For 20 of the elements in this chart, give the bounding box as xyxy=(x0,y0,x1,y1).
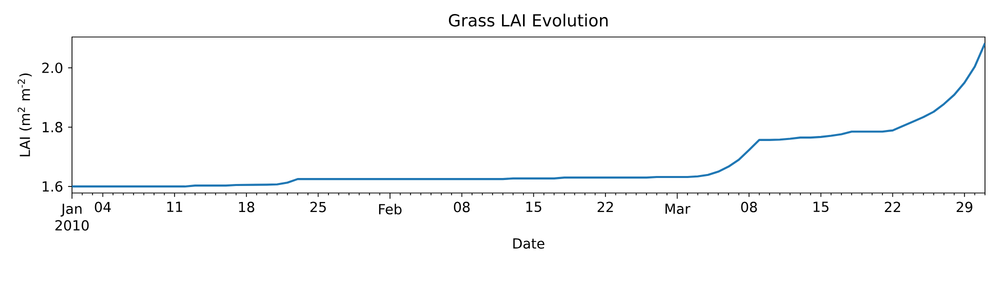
x-tick-label: 08 xyxy=(454,202,470,212)
x-axis-title: Date xyxy=(513,238,544,249)
y-tick-label: 1.6 xyxy=(42,181,62,192)
x-tick-label: 18 xyxy=(239,202,254,212)
x-tick-label: 15 xyxy=(814,202,828,212)
chart-title: Grass LAI Evolution xyxy=(448,14,608,27)
y-tick-label: 1.8 xyxy=(42,122,62,132)
x-tick-label: 04 xyxy=(94,202,111,212)
x-tick-label: Jan 2010 xyxy=(55,204,89,231)
x-tick-label: 08 xyxy=(741,202,757,212)
x-tick-label: 15 xyxy=(526,202,542,212)
x-tick-label: 29 xyxy=(956,202,972,212)
x-tick-label: 25 xyxy=(310,202,326,212)
y-tick-label: 2.0 xyxy=(42,62,62,74)
x-tick-label: 22 xyxy=(884,202,900,212)
x-tick-label: Feb xyxy=(379,204,402,214)
x-tick-label: 11 xyxy=(167,202,182,212)
x-tick-label: 22 xyxy=(598,202,613,212)
y-axis-title: LAI (m$^{2}$ m$^{-2}$) xyxy=(18,74,32,156)
x-tick-label: Mar xyxy=(666,204,690,214)
